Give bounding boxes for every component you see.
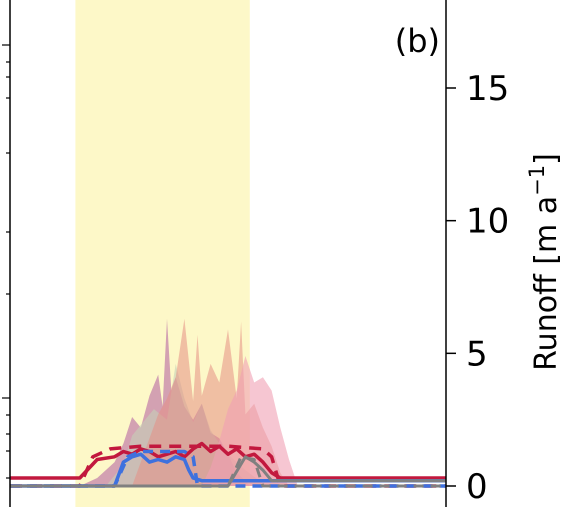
panel-label: (b) <box>395 22 440 60</box>
y-axis-title-exponent: −1 <box>525 165 549 196</box>
y-tick-label-10: 10 <box>466 202 509 242</box>
line-series-8 <box>10 455 446 488</box>
line-series-5 <box>10 444 446 488</box>
area-series-3 <box>10 356 446 486</box>
line-series-7 <box>10 449 446 488</box>
left-axis-minor-ticks <box>2 44 10 479</box>
series-layer <box>10 318 446 488</box>
y-axis-title: Runoff [m a−1] <box>525 153 564 371</box>
y-tick-label-0: 0 <box>466 467 488 507</box>
y-axis-title-base: Runoff [m a <box>529 196 564 371</box>
area-series-2 <box>10 318 446 486</box>
line-series-4 <box>10 441 446 480</box>
line-series-9 <box>10 455 446 488</box>
y-tick-label-5: 5 <box>466 334 488 374</box>
y-tick-label-15: 15 <box>466 69 509 109</box>
y-axis-title-close: ] <box>529 153 564 165</box>
right-y-axis: 0 5 10 15 <box>446 69 509 507</box>
